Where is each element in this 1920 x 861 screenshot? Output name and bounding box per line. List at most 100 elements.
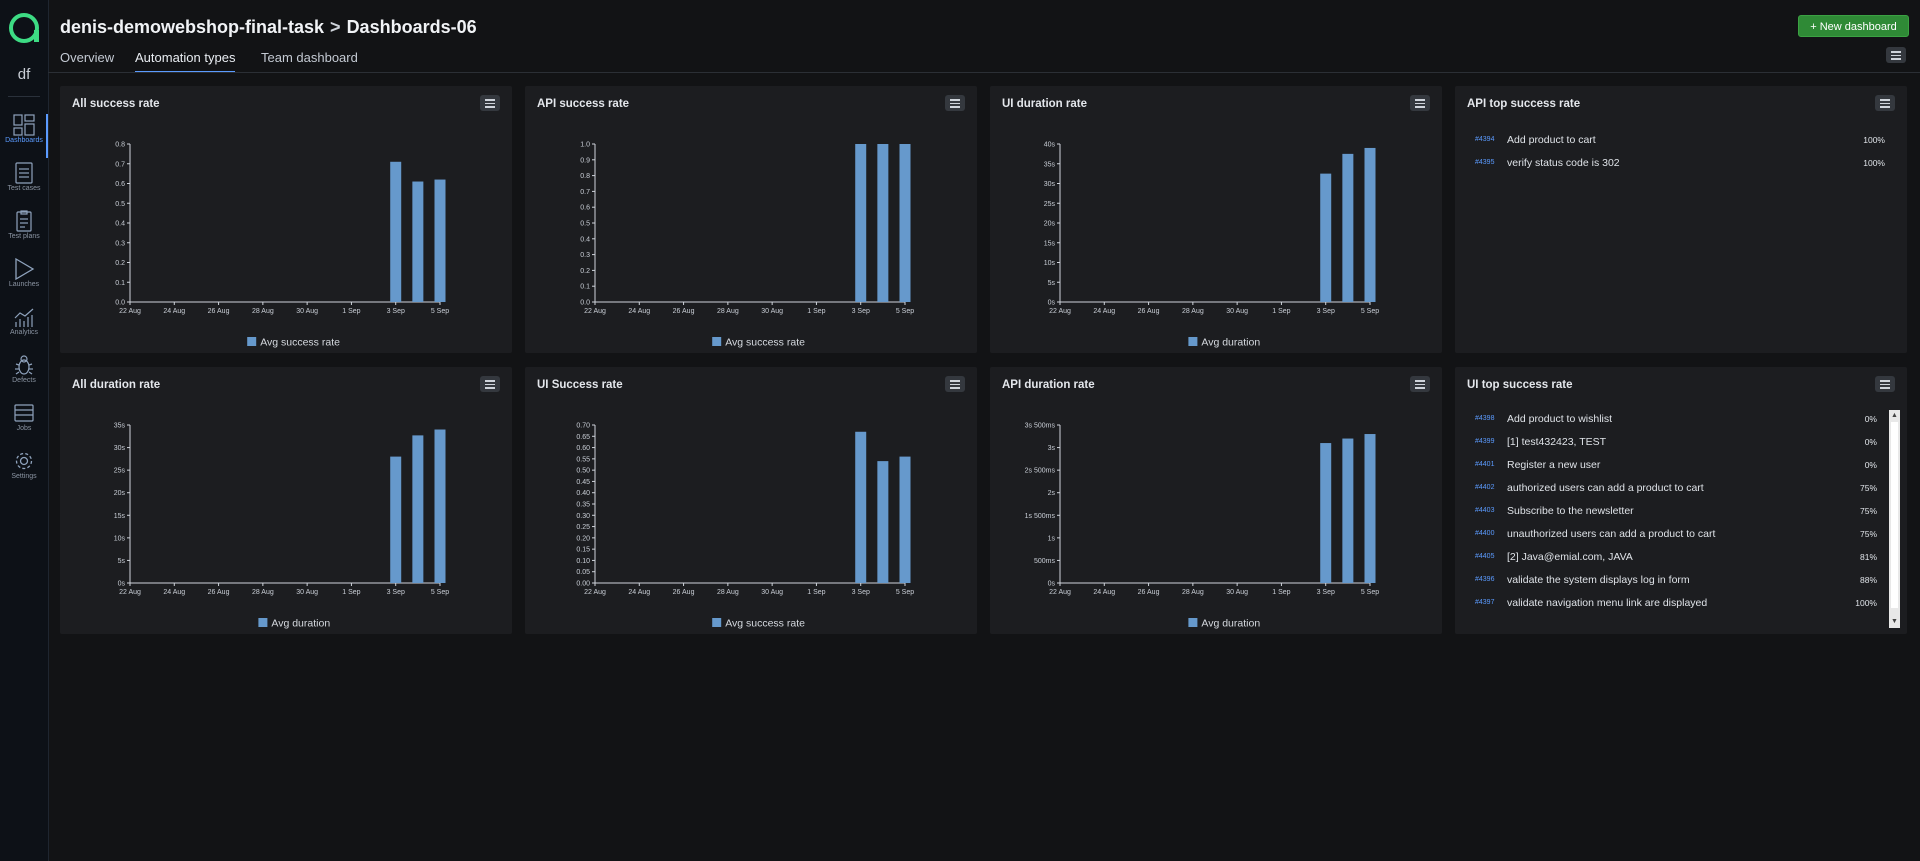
- sidebar-item-analytics[interactable]: Analytics: [0, 306, 48, 350]
- tab-overview[interactable]: Overview: [60, 50, 115, 65]
- scroll-up-arrow-icon[interactable]: ▲: [1891, 412, 1898, 419]
- y-tick-label: 500ms: [1034, 558, 1056, 565]
- gear-icon: [15, 452, 33, 470]
- test-id-link[interactable]: #4400: [1475, 530, 1495, 537]
- legend-label[interactable]: Avg success rate: [725, 337, 805, 349]
- bar[interactable]: [877, 461, 889, 583]
- bar[interactable]: [899, 144, 911, 302]
- breadcrumb-project[interactable]: denis-demowebshop-final-task: [60, 17, 325, 37]
- bar[interactable]: [1364, 147, 1376, 302]
- bar[interactable]: [390, 456, 402, 583]
- test-id-link[interactable]: #4403: [1475, 507, 1495, 514]
- new-dashboard-button[interactable]: + New dashboard: [1798, 15, 1909, 37]
- list-item[interactable]: #4397 validate navigation menu link are d…: [1475, 597, 1877, 611]
- test-id-link[interactable]: #4398: [1475, 415, 1495, 422]
- x-tick-label: 26 Aug: [1138, 308, 1160, 315]
- x-tick-label: 28 Aug: [717, 589, 739, 596]
- bar[interactable]: [1342, 153, 1354, 302]
- test-name: verify status code is 302: [1507, 157, 1620, 169]
- legend-label[interactable]: Avg duration: [1201, 337, 1260, 349]
- bar[interactable]: [1342, 438, 1354, 583]
- widget-menu-button[interactable]: [945, 376, 965, 392]
- success-percent: 100%: [1863, 135, 1885, 145]
- x-tick-label: 28 Aug: [252, 308, 274, 315]
- legend-label[interactable]: Avg duration: [1201, 618, 1260, 630]
- legend-swatch: [712, 618, 722, 627]
- bar[interactable]: [434, 429, 446, 583]
- project-selector[interactable]: df: [17, 66, 31, 83]
- test-id-link[interactable]: #4394: [1475, 136, 1495, 143]
- scrollbar-thumb[interactable]: [1891, 422, 1898, 608]
- list-item[interactable]: #4401 Register a new user 0%: [1475, 459, 1877, 473]
- bar[interactable]: [390, 161, 402, 302]
- bar[interactable]: [855, 144, 867, 302]
- test-id-link[interactable]: #4405: [1475, 553, 1495, 560]
- y-tick-label: 25s: [114, 468, 126, 475]
- test-id-link[interactable]: #4399: [1475, 438, 1495, 445]
- list-item[interactable]: #4394 Add product to cart 100%: [1475, 134, 1885, 148]
- scroll-down-arrow-icon[interactable]: ▼: [1891, 618, 1898, 625]
- test-cases-icon: [15, 162, 33, 184]
- bar[interactable]: [412, 181, 424, 302]
- list-scrollbar[interactable]: ▲ ▼: [1889, 410, 1900, 628]
- sidebar-item-test-plans[interactable]: Test plans: [0, 210, 48, 254]
- list-item[interactable]: #4399 [1] test432423, TEST 0%: [1475, 436, 1877, 450]
- sidebar-item-settings[interactable]: Settings: [0, 450, 48, 494]
- x-tick-label: 1 Sep: [342, 308, 360, 315]
- app-logo-icon[interactable]: [8, 12, 40, 44]
- y-tick-label: 0.40: [576, 490, 590, 497]
- test-id-link[interactable]: #4395: [1475, 159, 1495, 166]
- list-item[interactable]: #4395 verify status code is 302 100%: [1475, 157, 1885, 171]
- test-id-link[interactable]: #4397: [1475, 599, 1495, 606]
- y-tick-label: 0.5: [580, 221, 590, 228]
- y-tick-label: 0.60: [576, 445, 590, 452]
- list-item[interactable]: #4405 [2] Java@emial.com, JAVA 81%: [1475, 551, 1877, 565]
- x-tick-label: 5 Sep: [1361, 308, 1379, 315]
- list-item[interactable]: #4398 Add product to wishlist 0%: [1475, 413, 1877, 427]
- breadcrumb: denis-demowebshop-final-task > Dashboards-…: [60, 17, 477, 38]
- test-id-link[interactable]: #4401: [1475, 461, 1495, 468]
- x-tick-label: 1 Sep: [1272, 308, 1290, 315]
- legend-label[interactable]: Avg duration: [271, 618, 330, 630]
- widget-menu-button[interactable]: [945, 95, 965, 111]
- y-tick-label: 2s 500ms: [1025, 468, 1056, 475]
- sidebar-item-launches[interactable]: Launches: [0, 258, 48, 302]
- bar[interactable]: [855, 431, 867, 583]
- test-id-link[interactable]: #4396: [1475, 576, 1495, 583]
- test-id-link[interactable]: #4402: [1475, 484, 1495, 491]
- widget-menu-button[interactable]: [480, 376, 500, 392]
- test-name: Register a new user: [1507, 459, 1601, 471]
- bar[interactable]: [412, 435, 424, 583]
- list-item[interactable]: #4396 validate the system displays log in…: [1475, 574, 1877, 588]
- widget-menu-button[interactable]: [1875, 95, 1895, 111]
- widget-menu-button[interactable]: [1410, 376, 1430, 392]
- tab-automation-types[interactable]: Automation types: [135, 50, 236, 73]
- bar[interactable]: [899, 456, 911, 583]
- x-tick-label: 1 Sep: [342, 589, 360, 596]
- sidebar-item-test-cases[interactable]: Test cases: [0, 162, 48, 206]
- list-item[interactable]: #4403 Subscribe to the newsletter 75%: [1475, 505, 1877, 519]
- tab-team-dashboard[interactable]: Team dashboard: [261, 50, 358, 65]
- sidebar-item-dashboards[interactable]: Dashboards: [0, 114, 48, 158]
- sidebar-item-label: Launches: [8, 281, 40, 288]
- dashboard-menu-button[interactable]: [1886, 47, 1906, 63]
- legend-label[interactable]: Avg success rate: [260, 337, 340, 349]
- sidebar-item-defects[interactable]: Defects: [0, 354, 48, 398]
- bar[interactable]: [877, 144, 889, 302]
- widget-title: UI top success rate: [1467, 379, 1573, 391]
- bar[interactable]: [1320, 173, 1332, 302]
- widget-menu-button[interactable]: [480, 95, 500, 111]
- bar[interactable]: [1320, 443, 1332, 583]
- legend-label[interactable]: Avg success rate: [725, 618, 805, 630]
- bar[interactable]: [1364, 434, 1376, 583]
- list-item[interactable]: #4400 unauthorized users can add a produc…: [1475, 528, 1877, 542]
- sidebar-item-jobs[interactable]: Jobs: [0, 402, 48, 446]
- widget-menu-button[interactable]: [1875, 376, 1895, 392]
- widget-menu-button[interactable]: [1410, 95, 1430, 111]
- y-tick-label: 0.25: [576, 524, 590, 531]
- list-item[interactable]: #4402 authorized users can add a product …: [1475, 482, 1877, 496]
- x-tick-label: 24 Aug: [163, 589, 185, 596]
- bar[interactable]: [434, 179, 446, 302]
- x-tick-label: 5 Sep: [896, 589, 914, 596]
- y-tick-label: 0.2: [580, 268, 590, 275]
